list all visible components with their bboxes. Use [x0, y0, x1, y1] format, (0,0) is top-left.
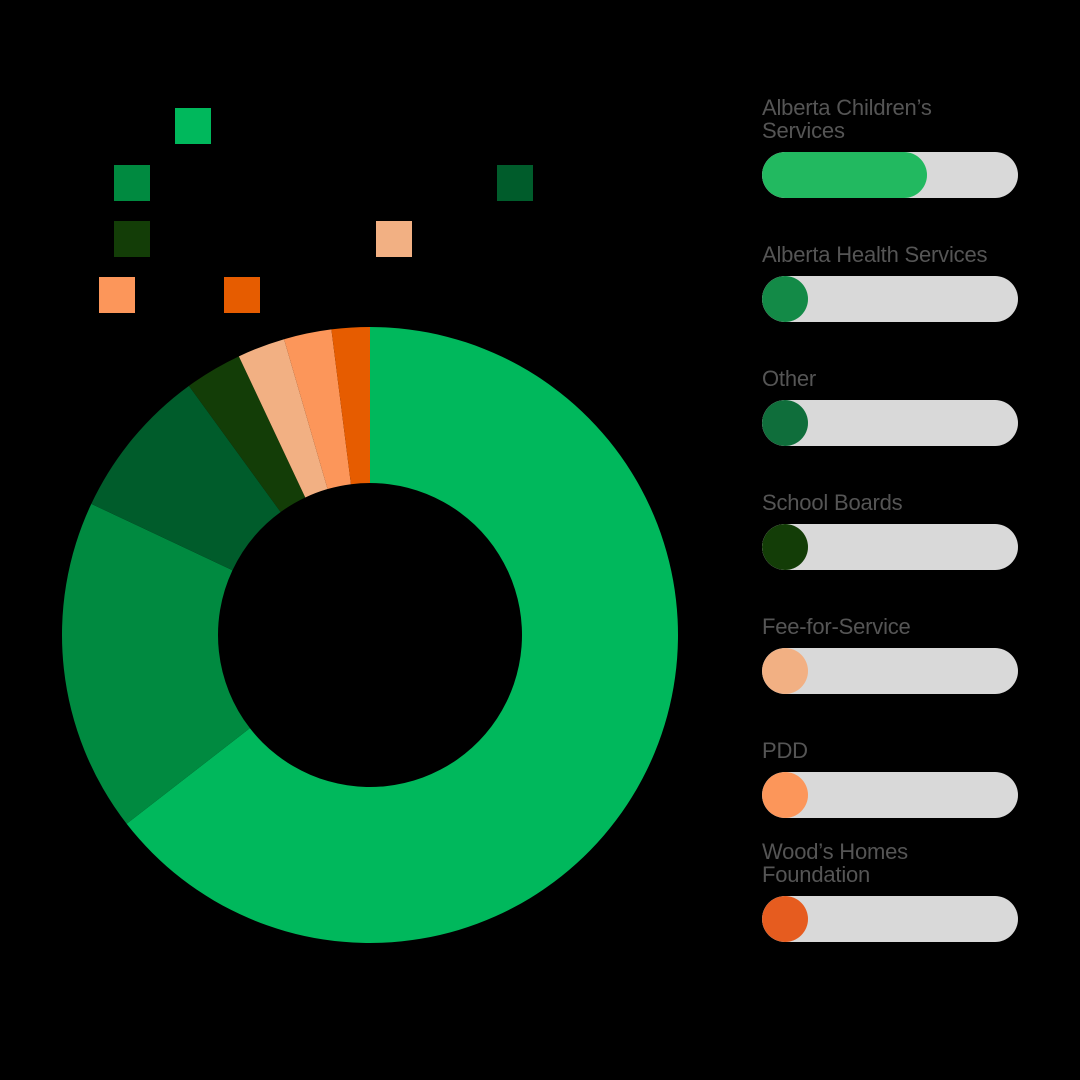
bar-fill	[762, 152, 927, 198]
category-row: Fee-for-Service	[762, 592, 1018, 694]
legend-swatch	[497, 165, 533, 201]
bar-track	[762, 772, 1018, 818]
bar-fill	[762, 896, 808, 942]
donut-slice	[188, 356, 306, 513]
legend-swatch	[175, 108, 211, 144]
category-label: Alberta Children’s Services	[762, 95, 932, 143]
bar-track	[762, 648, 1018, 694]
category-label: School Boards	[762, 490, 903, 515]
category-row: Alberta Health Services	[762, 220, 1018, 322]
donut-slice	[331, 327, 370, 485]
category-label: Alberta Health Services	[762, 242, 988, 267]
legend-swatch	[376, 221, 412, 257]
category-row: Wood’s Homes Foundation	[762, 840, 1018, 942]
bar-track	[762, 152, 1018, 198]
bar-track	[762, 896, 1018, 942]
bar-fill	[762, 648, 808, 694]
bar-track	[762, 400, 1018, 446]
bar-fill	[762, 772, 808, 818]
donut-slice	[238, 339, 328, 498]
legend-swatch	[224, 277, 260, 313]
legend-swatch	[114, 165, 150, 201]
category-row: PDD	[762, 716, 1018, 818]
category-row: Alberta Children’s Services	[762, 96, 1018, 198]
category-label: PDD	[762, 738, 808, 763]
legend-swatch	[114, 221, 150, 257]
category-row: School Boards	[762, 468, 1018, 570]
donut-slice	[284, 329, 351, 490]
donut-slice	[126, 327, 678, 944]
category-row: Other	[762, 344, 1018, 446]
legend-swatch	[99, 277, 135, 313]
category-label: Fee-for-Service	[762, 614, 911, 639]
donut-slice	[62, 503, 250, 824]
bar-fill	[762, 400, 808, 446]
bar-track	[762, 276, 1018, 322]
category-label: Wood’s Homes Foundation	[762, 839, 908, 887]
donut-slice	[91, 385, 281, 571]
bar-fill	[762, 524, 808, 570]
bar-track	[762, 524, 1018, 570]
bar-fill	[762, 276, 808, 322]
category-label: Other	[762, 366, 817, 391]
